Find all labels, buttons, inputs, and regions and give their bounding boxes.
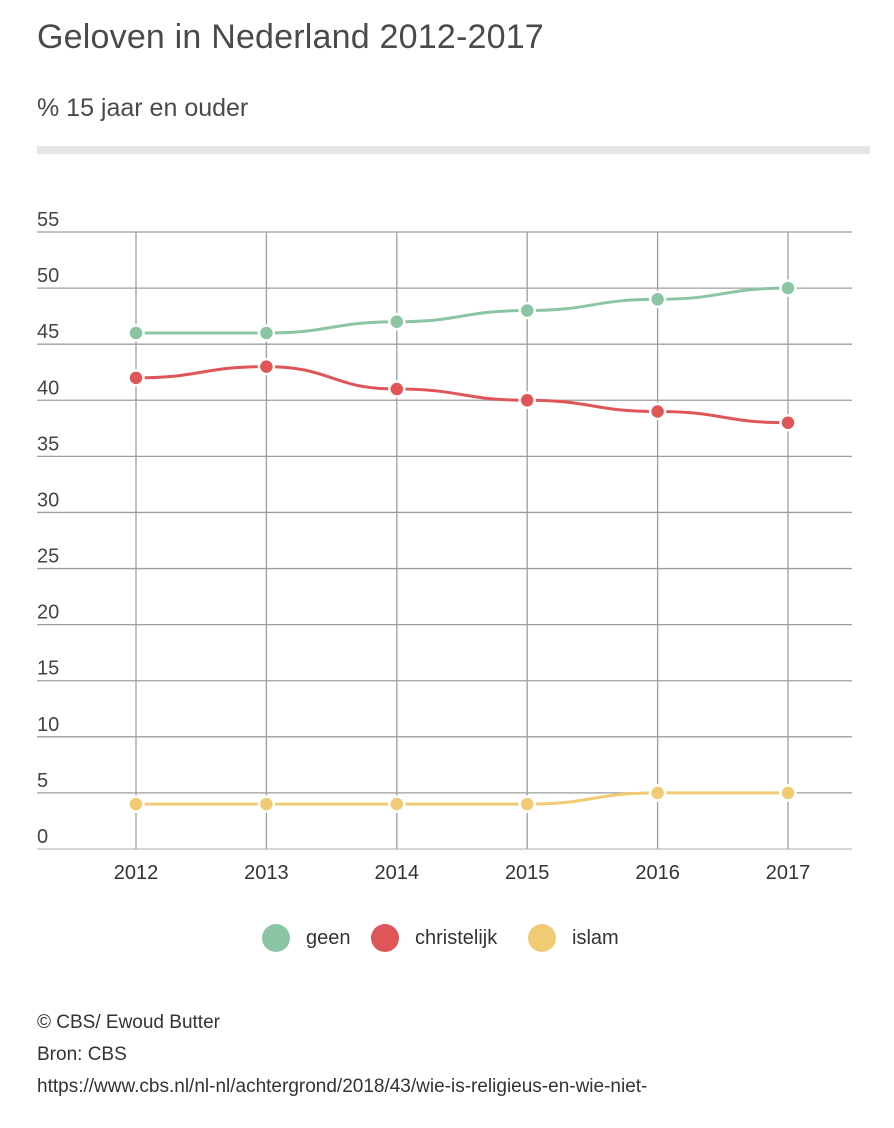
y-tick-label: 35 <box>37 433 59 455</box>
x-tick-label: 2013 <box>244 862 289 884</box>
legend: geen christelijk islam <box>0 924 894 958</box>
data-point-geen <box>127 324 145 342</box>
credit-text: © CBS/ Ewoud Butter <box>37 1012 220 1033</box>
data-point-christelijk <box>518 391 536 410</box>
header-divider <box>37 146 870 154</box>
series-layer <box>127 279 797 813</box>
y-tick-label: 30 <box>37 489 59 511</box>
legend-swatch <box>262 924 290 952</box>
source-text: Bron: CBS <box>37 1044 127 1065</box>
data-point-islam <box>127 795 145 813</box>
y-tick-label: 50 <box>37 265 59 287</box>
data-point-christelijk <box>779 413 797 432</box>
x-tick-label: 2012 <box>114 862 159 884</box>
data-point-islam <box>257 795 276 813</box>
data-point-christelijk <box>257 357 276 376</box>
data-point-geen <box>518 301 536 320</box>
legend-item: christelijk <box>371 924 497 952</box>
series-line-christelijk <box>135 365 789 425</box>
axis-layer: 0 5 10 15 20 25 30 35 40 45 50 55 2012 2013 2014 2015 20… <box>37 209 810 884</box>
legend-swatch <box>371 924 399 952</box>
data-point-christelijk <box>127 369 145 387</box>
x-tick-label: 2017 <box>766 862 811 884</box>
x-tick-label: 2015 <box>505 862 550 884</box>
data-point-christelijk <box>388 380 406 398</box>
y-tick-label: 5 <box>37 770 48 792</box>
legend-label: geen <box>306 926 351 949</box>
y-tick-label: 15 <box>37 658 59 680</box>
line-chart: 0 5 10 15 20 25 30 35 40 45 50 55 2012 2013 2014 2015 20… <box>37 209 852 884</box>
chart-subtitle: % 15 jaar en ouder <box>37 94 249 122</box>
legend-item: geen <box>262 924 351 952</box>
data-point-islam <box>779 784 797 802</box>
y-tick-label: 55 <box>37 209 59 231</box>
data-point-islam <box>518 795 536 813</box>
source-url[interactable]: https://www.cbs.nl/nl-nl/achtergrond/201… <box>37 1076 648 1097</box>
data-point-geen <box>779 279 797 297</box>
data-point-geen <box>648 290 667 309</box>
data-point-christelijk <box>648 402 667 421</box>
legend-item: islam <box>528 924 619 952</box>
grid-layer <box>37 231 852 850</box>
y-tick-label: 40 <box>37 377 59 399</box>
data-point-geen <box>257 324 276 342</box>
y-tick-label: 10 <box>37 714 59 736</box>
data-point-islam <box>648 784 667 802</box>
legend-swatch <box>528 924 556 952</box>
y-tick-label: 25 <box>37 546 59 568</box>
legend-label: christelijk <box>415 926 498 949</box>
data-point-geen <box>388 312 406 331</box>
y-tick-label: 45 <box>37 321 59 343</box>
legend-label: islam <box>572 926 619 949</box>
data-point-islam <box>388 795 406 813</box>
y-tick-label: 20 <box>37 602 59 624</box>
series-line-geen <box>136 286 789 335</box>
y-tick-label: 0 <box>37 826 48 848</box>
x-tick-label: 2016 <box>635 862 680 884</box>
x-tick-label: 2014 <box>375 862 420 884</box>
chart-title: Geloven in Nederland 2012-2017 <box>37 18 544 56</box>
series-line-islam <box>135 791 788 806</box>
